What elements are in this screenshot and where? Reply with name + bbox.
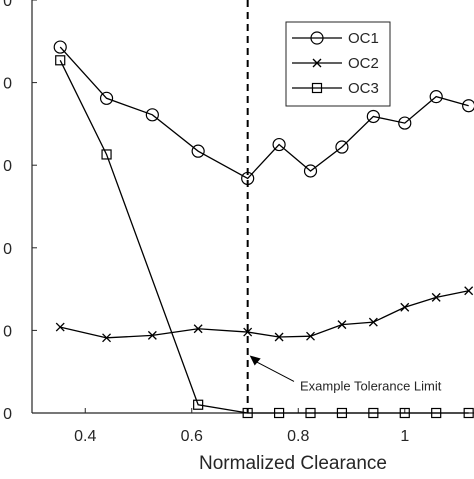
circle-marker [145,108,159,122]
circle-marker [191,144,205,158]
square-marker [55,55,66,66]
x-tick-label: 0.6 [181,428,203,445]
x-marker-stroke [147,330,157,340]
square-marker [311,82,323,94]
square-marker [463,407,474,419]
x-marker [400,302,410,312]
x-marker-stroke [243,327,253,337]
axes-group: 0.4 0.6 0.8 1 0 0 0 0 0 0 Normalized Clearance [3,0,474,474]
x-marker [102,333,112,343]
y-tick-label: 0 [3,158,12,175]
circle-marker [310,31,324,45]
legend: OC1 OC2 OC3 [285,21,391,107]
square-marker [193,399,204,410]
circle-marker [366,109,380,124]
annotation-arrow [255,360,295,382]
x-marker-stroke [274,332,284,342]
square-marker [431,407,442,419]
x-marker-stroke [312,58,322,68]
x-marker [368,317,378,327]
x-marker [337,320,347,330]
x-marker [306,331,315,341]
series-oc3 [55,55,474,419]
x-marker-stroke [431,292,441,302]
y-tick-label: 0 [3,0,12,10]
x-marker [274,332,284,342]
x-marker-stroke [306,331,315,341]
legend-item-oc3: OC3 [292,80,379,97]
circle-marker [53,40,67,54]
series-line [59,60,469,414]
x-tick-label: 1 [400,428,409,445]
square-marker [336,407,348,419]
square-marker [273,407,285,419]
series-line [60,290,469,339]
square-marker [399,407,410,419]
x-marker [431,292,441,302]
x-tick-label: 0.8 [287,428,309,445]
circle-marker [303,164,318,178]
square-marker [242,407,253,419]
square-marker [101,149,112,160]
annotation-arrowhead [249,355,261,366]
y-tick-label: 0 [3,323,12,340]
legend-item-oc1: OC1 [292,30,379,47]
series-oc2 [55,286,474,343]
x-marker-stroke [400,302,410,312]
x-marker-stroke [368,317,378,327]
legend-label: OC2 [348,55,379,72]
y-tick-label: 0 [3,76,12,93]
x-marker [193,324,203,334]
square-marker [368,407,379,419]
x-marker-stroke [337,320,347,330]
circle-marker [99,91,114,105]
x-marker-stroke [102,333,112,343]
series-line [59,46,469,180]
circle-marker [272,137,286,152]
annotation-group: Example Tolerance Limit [249,355,442,393]
x-marker-stroke [55,322,65,332]
y-tick-label: 0 [3,406,12,423]
x-marker [243,327,253,337]
circle-marker [398,116,412,130]
circle-marker [241,171,255,186]
series-oc1 [53,40,474,186]
x-marker [147,330,157,340]
annotation-text: Example Tolerance Limit [300,378,442,393]
legend-item-oc2: OC2 [292,55,379,72]
square-marker [305,407,316,419]
x-axis-title: Normalized Clearance [199,453,387,474]
circle-marker [462,99,474,113]
series-group [53,40,474,419]
legend-label: OC1 [348,30,379,47]
x-marker-stroke [193,324,203,334]
legend-label: OC3 [348,80,379,97]
x-marker [312,58,322,68]
circle-marker [429,90,443,104]
x-marker [55,322,65,332]
circle-marker [335,140,349,154]
x-marker [464,286,474,296]
x-marker-stroke [464,286,474,296]
x-tick-label: 0.4 [74,428,96,445]
legend-box [285,21,391,107]
y-tick-label: 0 [3,241,12,258]
